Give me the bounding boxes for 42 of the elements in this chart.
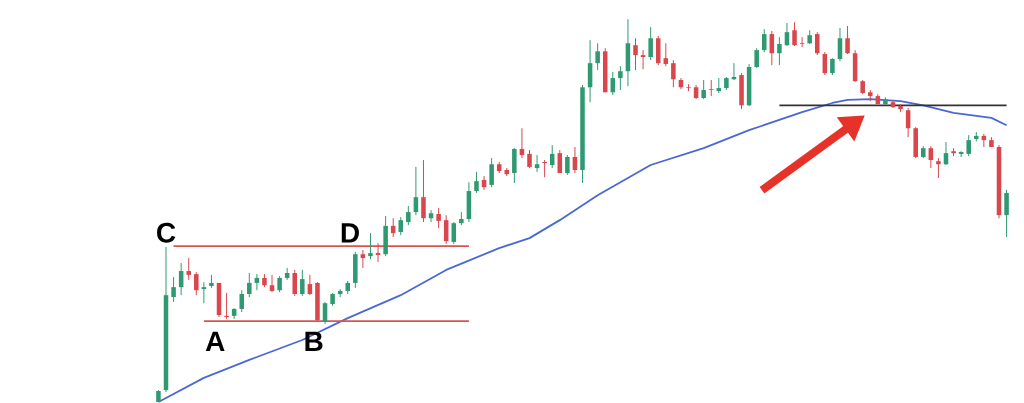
candlestick xyxy=(777,36,782,66)
candlestick xyxy=(799,36,805,48)
candlestick xyxy=(224,292,229,320)
candlestick xyxy=(936,157,941,179)
candlestick xyxy=(247,272,252,298)
candlestick xyxy=(239,289,244,313)
candlestick xyxy=(708,79,714,97)
candlestick xyxy=(474,171,479,194)
candlestick xyxy=(489,157,494,188)
candlestick xyxy=(436,207,441,229)
candlestick xyxy=(845,25,850,55)
candlestick xyxy=(754,47,759,69)
candlestick xyxy=(300,269,305,297)
candlestick xyxy=(966,134,971,157)
candlestick xyxy=(814,31,820,56)
candlestick xyxy=(1004,189,1009,238)
candlestick xyxy=(792,21,797,47)
candlestick xyxy=(360,249,366,269)
annotation: D xyxy=(341,223,359,243)
candlestick xyxy=(194,271,199,296)
candlestick xyxy=(421,159,426,223)
candlestick xyxy=(633,37,638,71)
annotation: A xyxy=(205,331,225,351)
candlestick xyxy=(595,42,600,71)
candlestick xyxy=(186,257,191,281)
candlestick xyxy=(406,205,411,226)
candlestick xyxy=(292,269,298,297)
candlestick xyxy=(368,232,373,260)
candlestick xyxy=(534,154,540,173)
candlestick xyxy=(701,79,706,100)
annotation: B xyxy=(305,331,323,351)
candlestick xyxy=(671,59,676,88)
candlestick xyxy=(565,154,570,176)
candlestick xyxy=(761,28,767,53)
candlestick xyxy=(648,26,653,61)
annotation: C xyxy=(157,222,176,243)
candlestick xyxy=(451,221,457,245)
candlestick xyxy=(171,276,176,303)
candlestick xyxy=(663,42,669,67)
candlestick xyxy=(269,274,275,293)
candlestick xyxy=(618,65,623,91)
candlestick xyxy=(542,159,547,178)
